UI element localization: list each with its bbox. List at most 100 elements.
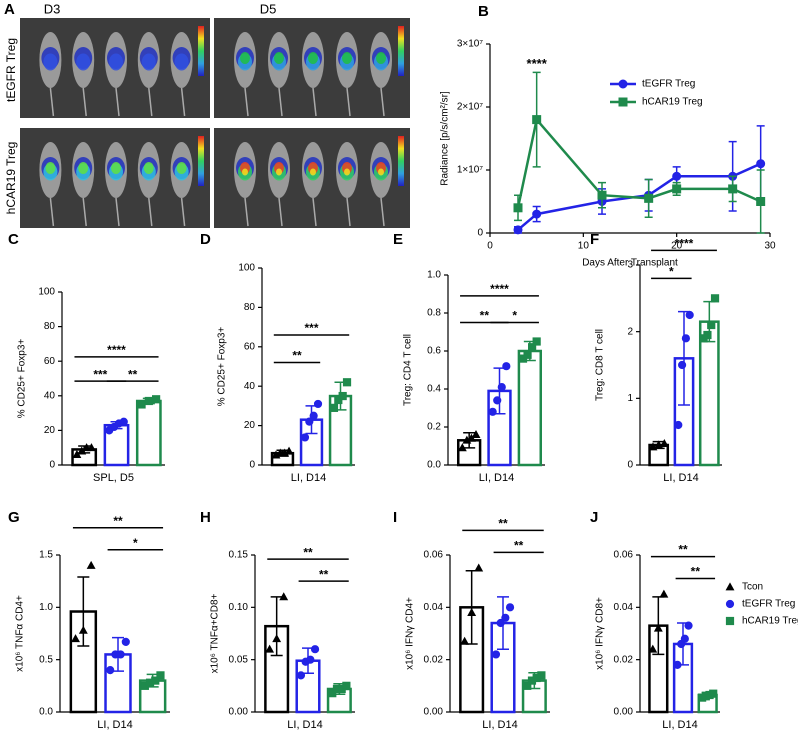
y-tick-label: 0	[627, 460, 633, 471]
x-axis-label: LI, D14	[97, 719, 132, 731]
panel-label: J	[590, 509, 598, 526]
panel-label: G	[8, 509, 20, 526]
signal	[109, 53, 123, 71]
point	[493, 396, 502, 405]
panel-label: E	[393, 231, 403, 248]
point	[497, 383, 506, 392]
significance-label: *	[133, 536, 138, 550]
point	[532, 115, 542, 125]
point	[116, 650, 125, 659]
y-tick-label: 0.02	[614, 654, 634, 665]
point	[680, 634, 689, 643]
y-tick-label: 1.5	[39, 550, 53, 561]
point	[672, 171, 682, 181]
point	[678, 360, 687, 370]
y-tick-label: 0.04	[614, 602, 634, 613]
y-tick-label: 0.06	[614, 550, 634, 561]
significance-label: ***	[304, 321, 318, 335]
significance-label: **	[319, 567, 329, 581]
significance-label: **	[113, 514, 123, 528]
point	[523, 350, 532, 359]
x-axis-label: LI, D14	[291, 472, 326, 484]
point	[502, 362, 511, 371]
x-axis-label: Days After Transplant	[582, 258, 678, 269]
point	[725, 616, 735, 626]
colorbar	[198, 136, 204, 186]
point	[537, 671, 546, 680]
point	[513, 203, 523, 213]
panel-label: I	[393, 509, 397, 526]
y-tick-label: 0.00	[424, 707, 444, 718]
point	[306, 655, 315, 664]
signal	[276, 168, 282, 176]
significance-label: **	[691, 565, 701, 579]
point	[86, 560, 96, 569]
point	[471, 429, 481, 438]
point	[501, 613, 510, 622]
mouse-tail	[180, 87, 186, 117]
point	[532, 337, 541, 346]
point	[523, 681, 532, 690]
significance-label: **	[678, 543, 688, 557]
y-tick-label: 0.2	[427, 422, 441, 433]
signal	[141, 53, 156, 71]
mouse-tail	[148, 197, 153, 227]
significance-label: ***	[93, 367, 107, 381]
point	[309, 411, 318, 420]
point	[496, 618, 505, 628]
column-label: D3	[44, 1, 61, 16]
x-axis-label: LI, D14	[482, 719, 517, 731]
point	[673, 660, 682, 670]
legend-label: hCAR19 Treg	[642, 97, 703, 108]
y-tick-label: 20	[244, 420, 256, 431]
x-axis-label: LI, D14	[663, 472, 698, 484]
point	[305, 417, 314, 426]
y-tick-label: 2×10⁷	[457, 102, 484, 113]
point	[310, 645, 320, 654]
y-axis-label: % CD25+ Foxp3+	[217, 327, 228, 407]
y-tick-label: 0.15	[229, 550, 249, 561]
y-tick-label: 0.0	[427, 460, 441, 471]
panel-label: H	[200, 509, 211, 526]
point	[505, 603, 515, 612]
row-label: hCAR19 Treg	[4, 142, 18, 215]
y-tick-label: 0.0	[39, 707, 53, 718]
y-tick-label: 0.00	[614, 707, 634, 718]
y-tick-label: 100	[238, 263, 255, 274]
colorbar	[398, 136, 404, 186]
point	[467, 607, 477, 616]
mouse-tail	[115, 87, 120, 117]
point	[137, 400, 146, 409]
legend-label: Tcon	[742, 582, 763, 593]
x-tick-label: 0	[487, 241, 493, 252]
significance-label: ****	[107, 343, 126, 357]
y-axis-label: % CD25+ Foxp3+	[17, 339, 28, 419]
point	[466, 433, 476, 442]
point	[265, 644, 275, 653]
panel-label: B	[478, 3, 489, 20]
point	[121, 637, 130, 646]
point	[156, 671, 165, 680]
point	[152, 395, 161, 404]
point	[532, 209, 542, 219]
point	[597, 190, 607, 200]
signal	[308, 52, 318, 64]
point	[151, 676, 160, 685]
y-tick-label: 0	[49, 460, 55, 471]
point	[648, 644, 658, 653]
mouse-tail	[82, 197, 87, 227]
point	[279, 592, 289, 601]
y-axis-label: Treg: CD4 T cell	[403, 334, 414, 406]
signal	[310, 168, 316, 176]
y-tick-label: 1.0	[427, 270, 441, 281]
point	[528, 343, 537, 352]
y-tick-label: 3	[627, 260, 633, 271]
mouse-tail	[82, 87, 87, 117]
mouse-tail	[115, 197, 120, 227]
significance-label: **	[514, 539, 524, 553]
y-tick-label: 60	[44, 356, 56, 367]
y-tick-label: 20	[44, 425, 56, 436]
mouse-tail	[49, 87, 55, 117]
point	[618, 97, 628, 107]
